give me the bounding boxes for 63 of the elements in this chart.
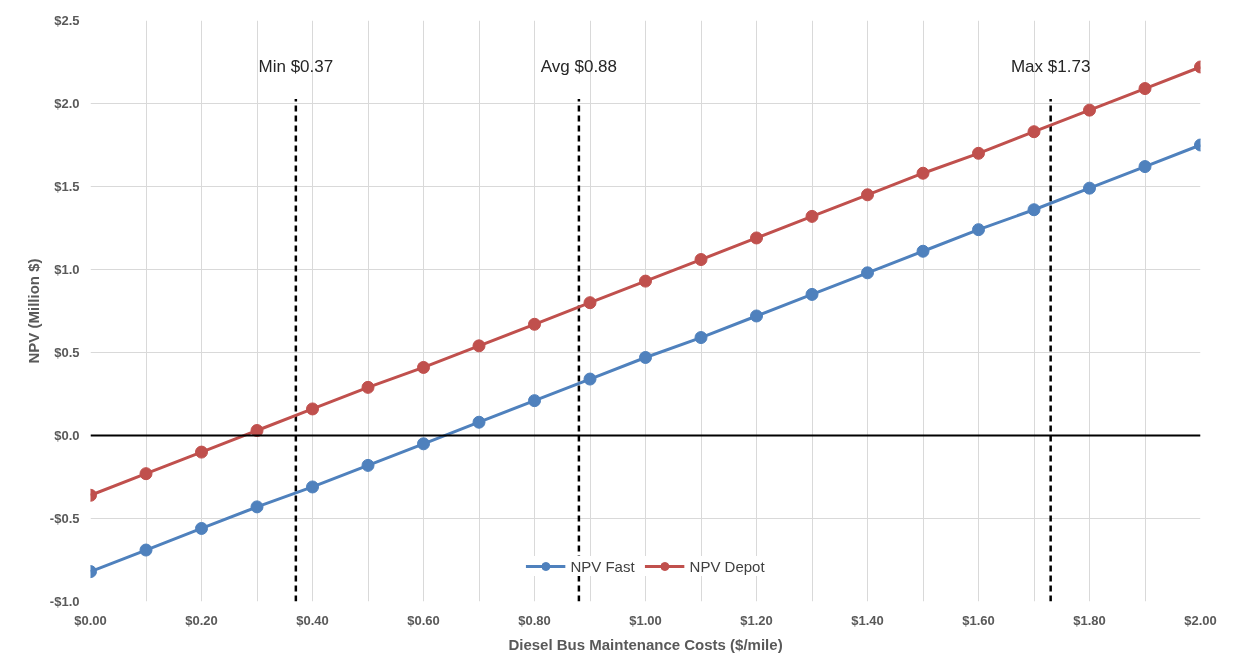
point (916, 244, 930, 258)
point (861, 188, 874, 202)
point (750, 309, 763, 323)
y-axis-title: NPV (Million $) (24, 258, 42, 364)
point (972, 146, 985, 160)
point (1138, 82, 1152, 96)
x-tick-label: $1.00 (629, 612, 662, 628)
point (1083, 181, 1096, 195)
point (694, 331, 708, 345)
point (306, 480, 319, 494)
point (639, 350, 652, 364)
x-tick-label: $0.20 (185, 612, 218, 628)
point (417, 437, 430, 451)
point (306, 402, 319, 416)
point (361, 380, 375, 394)
point (528, 317, 541, 331)
y-tick-label: $0.5 (54, 345, 80, 360)
point (972, 223, 985, 237)
point (805, 209, 819, 223)
y-tick-label: $1.0 (54, 262, 80, 277)
point (583, 296, 597, 310)
point (694, 253, 708, 267)
x-axis-title: Diesel Bus Maintenance Costs ($/mile) (508, 635, 783, 653)
point (361, 458, 375, 472)
ref-line-label: Min $0.37 (258, 57, 334, 77)
x-tick-label: $1.20 (740, 612, 773, 628)
x-tick-label: $1.60 (962, 612, 995, 628)
point (916, 166, 930, 180)
point (528, 394, 541, 408)
point (639, 274, 652, 288)
point (472, 415, 486, 429)
x-tick-label: $1.80 (1073, 612, 1106, 628)
point (583, 372, 597, 386)
x-tick-label: $0.00 (74, 612, 107, 628)
point (1027, 203, 1041, 217)
y-tick-label: $0.0 (54, 428, 80, 443)
y-tick-label: $1.5 (54, 179, 80, 194)
point (861, 266, 874, 280)
point (195, 445, 208, 459)
point (250, 500, 264, 514)
y-tick-label: -$1.0 (49, 594, 80, 609)
y-tick-label: $2.5 (54, 13, 80, 28)
point (1083, 103, 1096, 117)
x-tick-label: $1.40 (851, 612, 884, 628)
x-tick-label: $0.80 (518, 612, 551, 628)
ref-line-label: Max $1.73 (1010, 57, 1091, 77)
x-tick-label: $2.00 (1184, 612, 1217, 628)
legend-label: NPV Fast (570, 557, 635, 575)
y-tick-label: -$0.5 (49, 511, 80, 526)
legend-label: NPV Depot (689, 557, 765, 575)
point (139, 467, 153, 481)
point (1138, 160, 1152, 174)
point (472, 339, 486, 353)
point (1027, 125, 1041, 139)
point (805, 287, 819, 301)
x-tick-label: $0.40 (296, 612, 329, 628)
y-tick-label: $2.0 (54, 96, 80, 111)
point (139, 543, 153, 557)
point (750, 231, 763, 245)
point (417, 360, 430, 374)
x-tick-label: $0.60 (407, 612, 440, 628)
ref-line-label: Avg $0.88 (540, 57, 618, 77)
point (195, 521, 208, 535)
